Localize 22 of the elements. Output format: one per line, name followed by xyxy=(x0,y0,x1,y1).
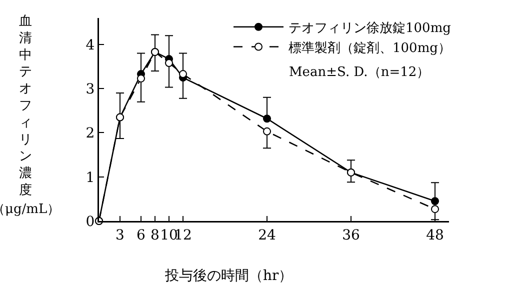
point xyxy=(263,114,271,123)
point xyxy=(165,59,173,68)
x-tick-label: 6 xyxy=(136,227,146,244)
y-tick-label: 4 xyxy=(86,37,95,54)
legend-label: 標準製剤（錠剤、100mg） xyxy=(288,40,451,56)
point xyxy=(263,127,271,136)
y-tick-label: 2 xyxy=(86,126,95,142)
y-tick-label: 0 xyxy=(86,214,95,230)
x-tick-label: 24 xyxy=(258,227,276,244)
text: 血清中テオフィリン濃度（μg/mL） xyxy=(0,14,60,217)
legend-label: テオフィリン徐放錠100mg xyxy=(288,20,451,36)
y-tick-label: 1 xyxy=(86,170,95,186)
x-axis-title: 投与後の時間（hr） xyxy=(164,268,293,284)
x-tick-label: 36 xyxy=(342,227,360,244)
annotation: Mean±S. D.（n=12） xyxy=(289,65,430,80)
x-tick-label: 10 xyxy=(160,227,178,244)
y-tick-label: 3 xyxy=(86,82,95,98)
x-tick-label: 48 xyxy=(426,227,444,244)
point xyxy=(431,197,439,206)
x-tick-label: 8 xyxy=(150,227,160,244)
point xyxy=(431,205,439,214)
x-tick-label: 3 xyxy=(116,227,124,244)
